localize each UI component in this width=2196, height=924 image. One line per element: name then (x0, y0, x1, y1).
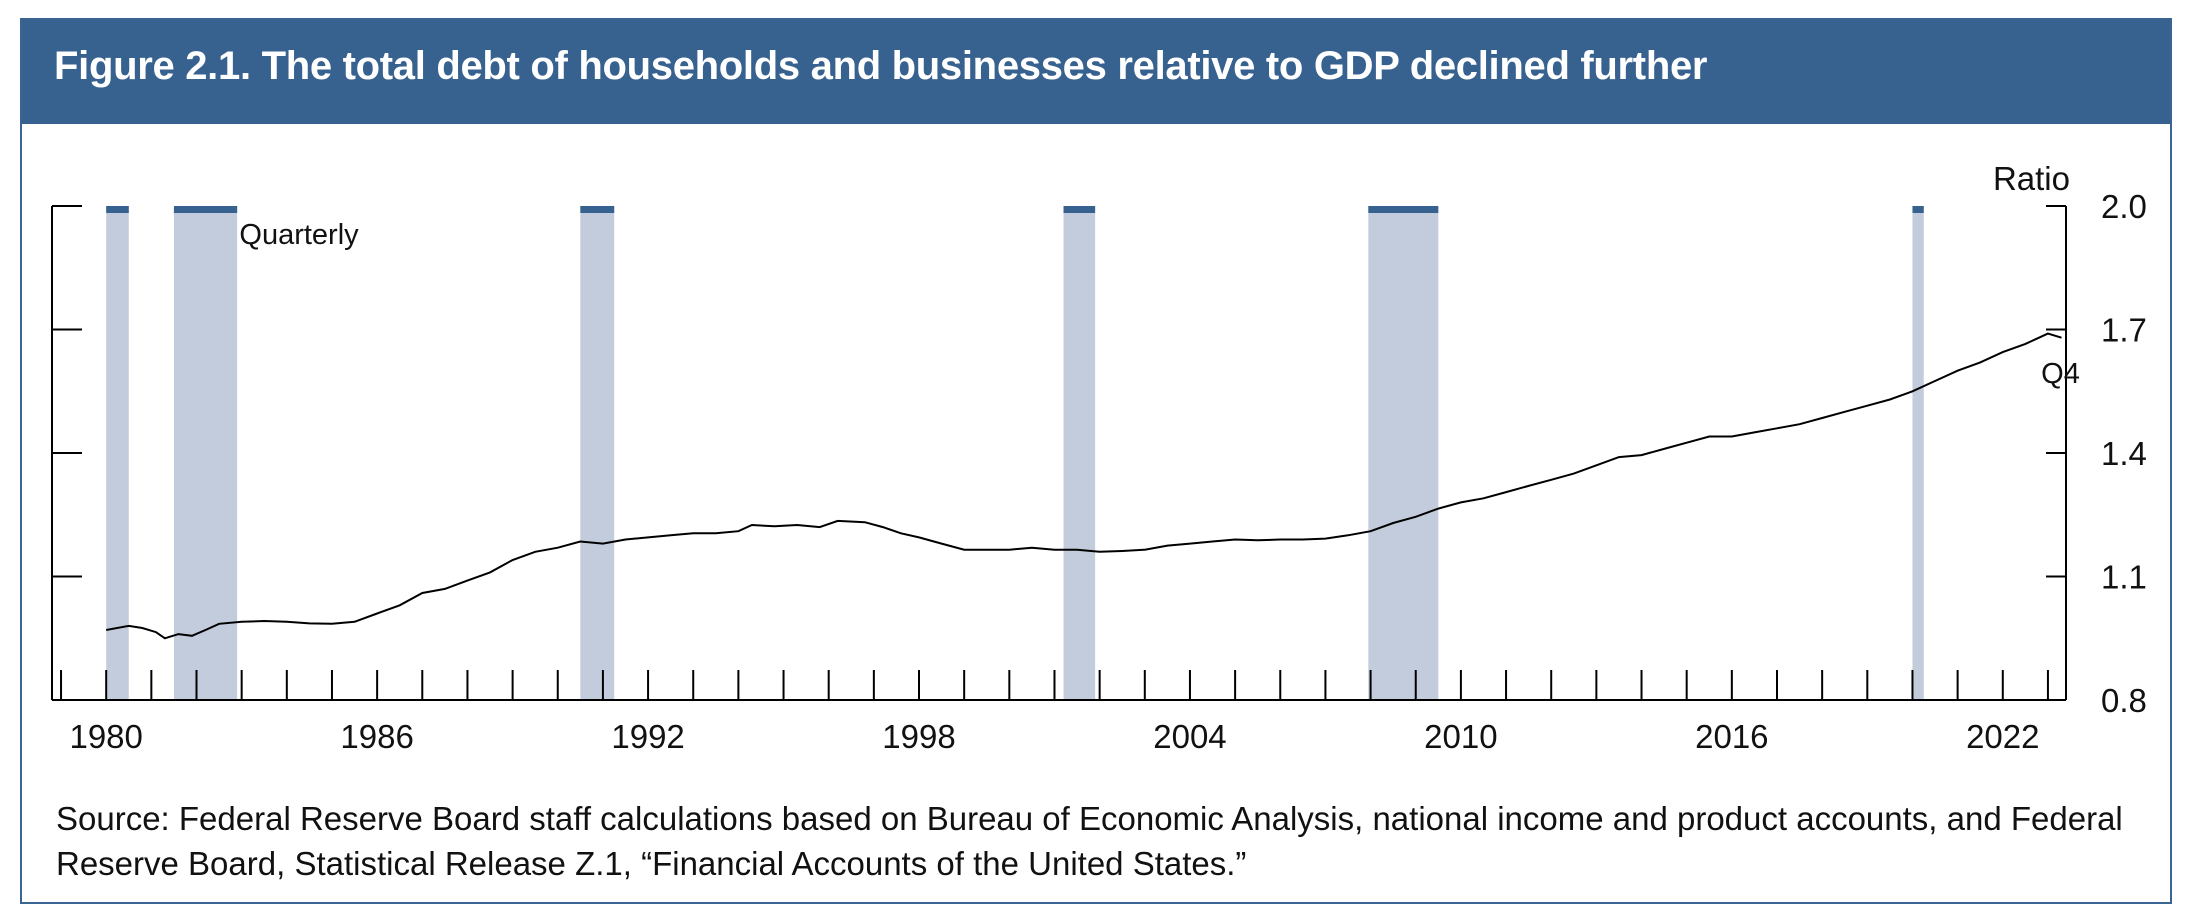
title-bar: Figure 2.1. The total debt of households… (22, 20, 2170, 124)
recession-band (106, 206, 129, 700)
recession-band (1368, 206, 1439, 700)
figure-frame: Figure 2.1. The total debt of households… (20, 18, 2172, 904)
y-tick-label: 1.1 (2101, 559, 2147, 596)
y-tick-label: 1.7 (2101, 312, 2147, 349)
end-label: Q4 (2041, 358, 2080, 390)
y-tick-label: 1.4 (2101, 435, 2147, 472)
recession-band-cap (1912, 206, 1924, 213)
series (106, 332, 2062, 640)
x-tick-label: 1998 (882, 718, 955, 755)
recession-band-cap (1368, 206, 1439, 213)
x-tick-label: 2016 (1695, 718, 1768, 755)
source-note: Source: Federal Reserve Board staff calc… (56, 800, 2123, 882)
recession-band (1912, 206, 1924, 700)
recession-band (580, 206, 615, 700)
x-tick-label: 2010 (1424, 718, 1497, 755)
y-tick-label: 2.0 (2101, 188, 2147, 225)
x-tick-label: 2004 (1153, 718, 1226, 755)
frequency-note: Quarterly (239, 219, 359, 251)
recession-band (1063, 206, 1096, 700)
recession-band-cap (106, 206, 129, 213)
y-tick-label: 0.8 (2101, 682, 2147, 719)
recession-band (173, 206, 238, 700)
x-tick-label: 1986 (340, 718, 413, 755)
x-tick-label: 1980 (69, 718, 142, 755)
x-tick-label: 1992 (611, 718, 684, 755)
recession-bands (106, 206, 1924, 700)
y-axis-label: Ratio (1993, 160, 2070, 197)
series-line (106, 332, 2062, 640)
x-tick-label: 2022 (1966, 718, 2039, 755)
axes: 0.8 1.1 1.4 1.7 2.0 1980 1986 1992 1998 2004 2010 2… (51, 188, 2147, 755)
recession-band-cap (173, 206, 238, 213)
recession-band-cap (580, 206, 615, 213)
figure-title: Figure 2.1. The total debt of households… (54, 44, 1708, 88)
recession-band-cap (1063, 206, 1096, 213)
